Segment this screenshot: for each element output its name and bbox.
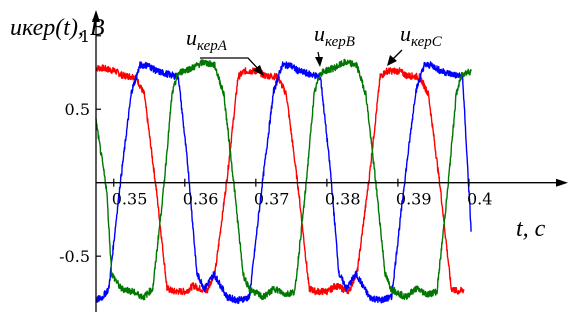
annotation-b: uкерB <box>314 21 355 67</box>
x-tick-label: 0.35 <box>112 190 148 209</box>
series-line-1 <box>95 64 465 296</box>
y-axis-arrowhead <box>92 10 100 22</box>
annotation-arrowhead-b <box>315 57 323 67</box>
annotation-label-a: uкерA <box>186 25 228 54</box>
x-tick-label: 0.4 <box>467 190 492 209</box>
annotation-c: uкерC <box>387 21 443 66</box>
annotation-a: uкерA <box>186 25 264 76</box>
annotation-arrowhead-c <box>387 55 397 66</box>
x-tick-label: 0.39 <box>396 190 432 209</box>
ticks-group: 0.35 0.36 0.37 0.38 0.39 0.4 1 0.5 -0.5 <box>59 27 492 266</box>
series-1 <box>95 64 465 296</box>
x-axis-label: t, c <box>516 216 546 242</box>
axes-group <box>92 10 568 312</box>
annotation-leader-a <box>200 57 262 73</box>
y-axis-label: uкер(t), B <box>10 15 105 41</box>
series-group <box>95 58 472 304</box>
y-tick-label: 1 <box>80 27 90 46</box>
x-axis-arrowhead <box>556 178 568 187</box>
x-tick-label: 0.37 <box>254 190 290 209</box>
y-tick-label: 0.5 <box>65 100 90 119</box>
series-line-3 <box>95 58 472 301</box>
x-axis-title: t, c <box>516 216 546 242</box>
annotation-label-b: uкерB <box>314 21 355 50</box>
x-tick-label: 0.36 <box>183 190 219 209</box>
x-tick-label: 0.38 <box>325 190 361 209</box>
series-2 <box>95 61 472 304</box>
y-tick-label: -0.5 <box>59 247 90 266</box>
annotation-arrowhead-a <box>253 65 264 76</box>
y-axis-title: uкер(t), B <box>10 15 105 41</box>
series-line-2 <box>95 61 472 304</box>
series-3 <box>95 58 472 301</box>
annotation-label-c: uкерC <box>400 21 443 50</box>
